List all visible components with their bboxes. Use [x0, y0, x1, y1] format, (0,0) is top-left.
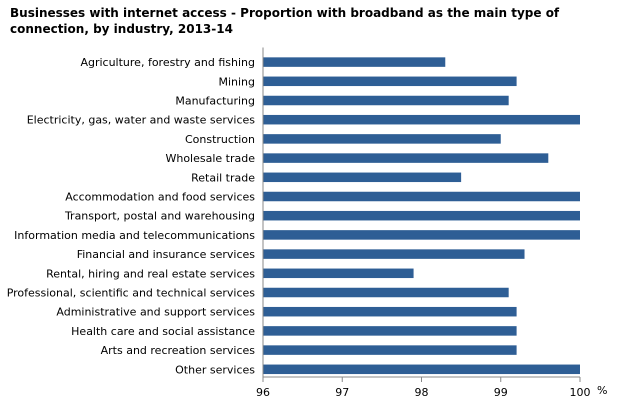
category-label: Agriculture, forestry and fishing [80, 56, 255, 69]
category-label: Professional, scientific and technical s… [7, 287, 256, 300]
category-label: Accommodation and food services [65, 191, 255, 204]
bar [263, 230, 580, 240]
bar [263, 210, 580, 221]
category-label: Health care and social assistance [71, 325, 255, 338]
bar [263, 249, 525, 259]
x-tick-label: 96 [256, 386, 270, 399]
category-label: Arts and recreation services [101, 344, 256, 357]
bar [263, 268, 414, 279]
bar [263, 76, 517, 87]
category-label: Manufacturing [175, 95, 255, 108]
bar [263, 95, 509, 106]
bar [263, 114, 580, 125]
category-label: Transport, postal and warehousing [64, 210, 255, 223]
bar [263, 287, 509, 298]
category-label: Administrative and support services [56, 306, 255, 319]
bar [263, 134, 501, 144]
x-tick-label: 98 [415, 386, 429, 399]
x-tick-label: 100 [570, 386, 591, 399]
x-tick-label: 97 [335, 386, 349, 399]
bar [263, 153, 549, 163]
bar [263, 364, 580, 375]
category-label: Construction [185, 133, 255, 146]
category-label: Electricity, gas, water and waste servic… [27, 114, 256, 127]
category-label: Mining [218, 75, 255, 88]
x-tick-label: 99 [494, 386, 508, 399]
bar [263, 57, 446, 67]
category-label: Rental, hiring and real estate services [46, 267, 255, 280]
bar [263, 191, 580, 202]
x-axis-label: % [597, 384, 607, 397]
category-label: Information media and telecommunications [14, 229, 255, 242]
category-label: Wholesale trade [165, 152, 255, 165]
bar [263, 326, 517, 336]
chart-title: Businesses with internet access - Propor… [10, 6, 560, 36]
category-label: Other services [175, 363, 255, 376]
category-label: Financial and insurance services [77, 248, 256, 261]
bar [263, 345, 517, 355]
bar [263, 172, 462, 183]
category-label: Retail trade [191, 171, 255, 184]
bar [263, 306, 517, 317]
